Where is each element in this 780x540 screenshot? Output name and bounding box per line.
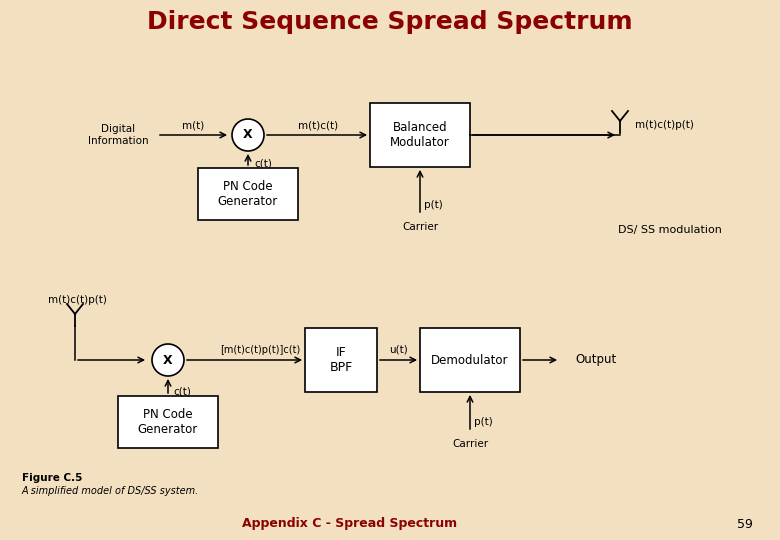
- Text: X: X: [163, 354, 173, 367]
- Bar: [118, 396, 218, 448]
- Text: A simplified model of DS/SS system.: A simplified model of DS/SS system.: [22, 486, 199, 496]
- Text: m(t)c(t): m(t)c(t): [298, 120, 338, 130]
- Text: DS/ SS modulation: DS/ SS modulation: [618, 225, 722, 235]
- Text: IF
BPF: IF BPF: [329, 346, 353, 374]
- Text: p(t): p(t): [474, 417, 493, 427]
- Bar: [198, 168, 298, 220]
- Text: Output: Output: [575, 354, 616, 367]
- Text: p(t): p(t): [424, 200, 443, 210]
- Text: c(t): c(t): [173, 387, 191, 397]
- Text: [m(t)c(t)p(t)]c(t): [m(t)c(t)p(t)]c(t): [220, 345, 300, 355]
- Text: X: X: [243, 129, 253, 141]
- Text: Carrier: Carrier: [402, 222, 438, 232]
- Text: Digital
Information: Digital Information: [87, 124, 148, 146]
- Text: m(t)c(t)p(t): m(t)c(t)p(t): [48, 295, 106, 305]
- Text: PN Code
Generator: PN Code Generator: [218, 180, 278, 208]
- Text: Appendix C - Spread Spectrum: Appendix C - Spread Spectrum: [243, 517, 458, 530]
- Circle shape: [152, 344, 184, 376]
- Text: Balanced
Modulator: Balanced Modulator: [390, 121, 450, 149]
- Text: c(t): c(t): [254, 159, 272, 169]
- Bar: [420, 328, 520, 392]
- Bar: [305, 328, 377, 392]
- Text: 59: 59: [737, 517, 753, 530]
- Text: Carrier: Carrier: [452, 439, 488, 449]
- Text: PN Code
Generator: PN Code Generator: [138, 408, 198, 436]
- Text: u(t): u(t): [390, 345, 409, 355]
- Text: Direct Sequence Spread Spectrum: Direct Sequence Spread Spectrum: [147, 10, 633, 34]
- Bar: [370, 103, 470, 167]
- Text: m(t)c(t)p(t): m(t)c(t)p(t): [635, 120, 694, 130]
- Text: m(t): m(t): [182, 120, 204, 130]
- Circle shape: [232, 119, 264, 151]
- Text: Demodulator: Demodulator: [431, 354, 509, 367]
- Text: Figure C.5: Figure C.5: [22, 473, 83, 483]
